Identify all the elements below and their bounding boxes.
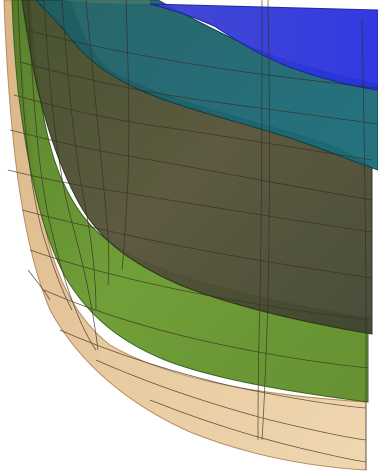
mesh-grid [7, 0, 378, 470]
top-band [60, 0, 150, 4]
